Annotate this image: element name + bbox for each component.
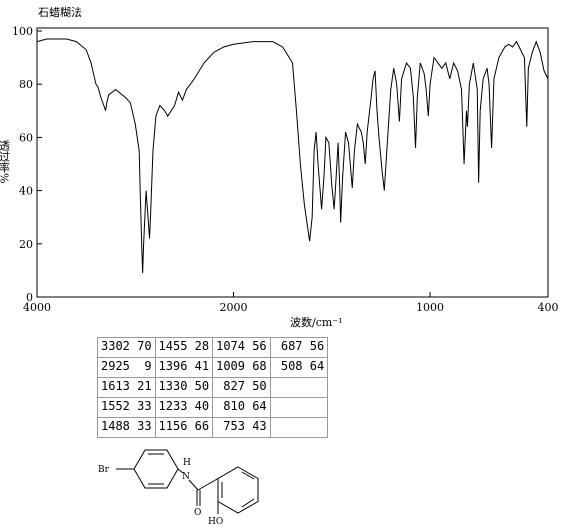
table-cell: 1074 56 (212, 337, 271, 358)
y-tick-label: 80 (19, 78, 33, 91)
table-cell: 1552 33 (97, 397, 156, 418)
wavenumber: 1074 (216, 339, 245, 353)
transmittance: 43 (252, 419, 267, 433)
bond (188, 479, 199, 491)
atom-label: HO (208, 517, 223, 527)
y-tick-label: 60 (19, 131, 33, 144)
wavenumber: 3302 (101, 339, 130, 353)
wavenumber: 687 (280, 339, 303, 353)
table-cell: 687 56 (269, 337, 329, 358)
table-cell: 1613 21 (97, 377, 156, 398)
peak-table: 3302 70 1455 28 1074 56 687 56 2925 9 1396 41 1009 68… (97, 337, 329, 438)
bond (197, 478, 219, 491)
table-row: 3302 70 1455 28 1074 56 687 56 (97, 337, 329, 358)
table-cell (269, 397, 329, 418)
table-cell: 508 64 (269, 357, 329, 378)
table-cell: 1396 41 (154, 357, 214, 378)
transmittance: 50 (194, 379, 210, 393)
y-tick-label: 100 (12, 25, 33, 38)
transmittance: 41 (194, 359, 210, 373)
transmittance: 33 (137, 399, 152, 413)
table-row: 1613 21 1330 50 827 50 (97, 377, 329, 398)
transmittance: 64 (309, 359, 325, 373)
transmittance: 28 (194, 339, 210, 353)
ring (133, 449, 179, 489)
wavenumber: 1552 (101, 399, 130, 413)
atom-label: H (183, 458, 191, 468)
wavenumber: 2925 (101, 359, 130, 373)
table-row: 1552 33 1233 40 810 64 (97, 397, 329, 418)
x-tick-label: 2000 (220, 301, 248, 314)
transmittance: 66 (194, 419, 210, 433)
x-tick-label: 400 (538, 301, 559, 314)
table-cell: 1488 33 (97, 417, 156, 438)
transmittance: 50 (252, 379, 267, 393)
spectrum-line (36, 38, 549, 274)
ring (217, 466, 259, 514)
atom-label: O (194, 508, 201, 518)
wavenumber: 1156 (158, 419, 188, 433)
table-cell: 1233 40 (154, 397, 214, 418)
atom-label: Br (98, 465, 110, 475)
wavenumber: 1613 (101, 379, 130, 393)
y-axis-label: 透过率% (0, 140, 11, 184)
wavenumber: 1233 (158, 399, 188, 413)
wavenumber: 1488 (101, 419, 130, 433)
transmittance: 56 (252, 339, 267, 353)
x-axis-label: 波数/cm⁻¹ (290, 316, 343, 329)
table-row: 2925 9 1396 41 1009 68 508 64 (97, 357, 329, 378)
atom-label: N (182, 472, 190, 482)
transmittance: 64 (252, 399, 267, 413)
table-cell: 3302 70 (97, 337, 156, 358)
transmittance: 70 (137, 339, 152, 353)
y-tick-label: 0 (26, 291, 33, 304)
table-row: 1488 33 1156 66 753 43 (97, 417, 329, 438)
x-tick-label: 4000 (23, 301, 51, 314)
bond (241, 498, 255, 508)
table-cell: 2925 9 (97, 357, 156, 378)
x-tick-label: 1000 (416, 301, 444, 314)
wavenumber: 827 (223, 379, 245, 393)
transmittance: 40 (194, 399, 210, 413)
table-cell (269, 377, 329, 398)
bond (241, 471, 255, 480)
wavenumber: 810 (223, 399, 245, 413)
table-cell: 810 64 (212, 397, 271, 418)
wavenumber: 753 (223, 419, 245, 433)
table-cell: 827 50 (212, 377, 271, 398)
transmittance: 21 (137, 379, 152, 393)
table-cell: 753 43 (212, 417, 271, 438)
table-cell: 1330 50 (154, 377, 214, 398)
table-cell: 1455 28 (154, 337, 214, 358)
wavenumber: 1455 (158, 339, 188, 353)
structure-drawing (116, 449, 259, 514)
transmittance: 56 (309, 339, 325, 353)
transmittance: 33 (137, 419, 152, 433)
bond (177, 468, 184, 474)
chart-title: 石蜡糊法 (38, 5, 82, 19)
wavenumber: 1396 (158, 359, 188, 373)
wavenumber: 508 (280, 359, 303, 373)
table-cell (269, 417, 329, 438)
wavenumber: 1330 (158, 379, 188, 393)
y-tick-label: 20 (19, 238, 33, 251)
y-tick-label: 40 (19, 185, 33, 198)
table-cell: 1009 68 (212, 357, 271, 378)
transmittance: 68 (252, 359, 267, 373)
table-cell: 1156 66 (154, 417, 214, 438)
wavenumber: 1009 (216, 359, 245, 373)
transmittance: 9 (144, 359, 152, 373)
plot-frame (36, 27, 549, 298)
